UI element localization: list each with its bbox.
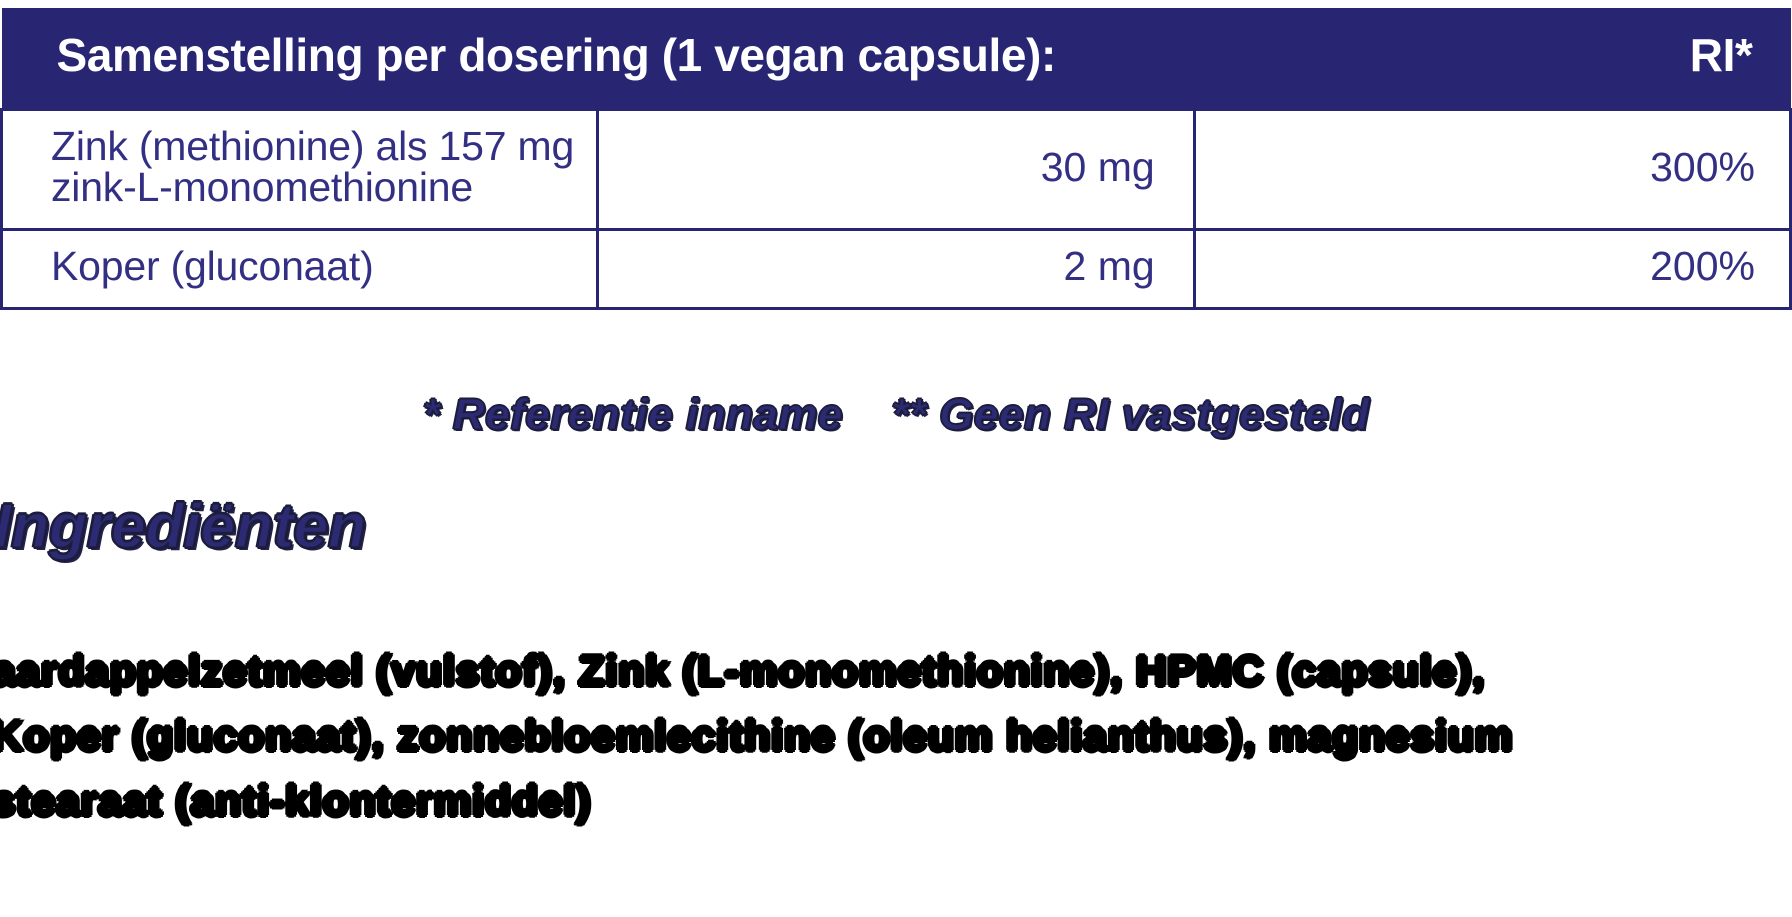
ri-header-label: RI* xyxy=(1194,8,1791,110)
ingredients-line: Koper (gluconaat), zonnebloemlecithine (… xyxy=(0,710,1514,760)
nutrient-ri: 200% xyxy=(1192,228,1792,310)
ingredients-heading: Ingrediënten xyxy=(0,492,367,561)
nutrient-amount: 2 mg xyxy=(596,228,1196,310)
nutrient-ri: 300% xyxy=(1192,108,1792,231)
ingredients-line: stearaat (anti-klontermiddel) xyxy=(0,776,592,826)
nutrition-table-head: Samenstelling per dosering (1 vegan caps… xyxy=(1,8,1791,110)
nutrient-name: Zink (methionine) als 157 mg zink-L-mono… xyxy=(0,108,600,231)
footnotes: * Referentie inname ** Geen RI vastgeste… xyxy=(0,390,1792,440)
composition-header-label: Samenstelling per dosering (1 vegan caps… xyxy=(1,8,1195,110)
ingredients-line: aardappelzetmeel (vulstof), Zink (L-mono… xyxy=(0,645,1486,695)
nutrient-name: Koper (gluconaat) xyxy=(0,228,600,310)
footnote-reference-intake: * Referentie inname xyxy=(422,390,843,440)
table-row: Koper (gluconaat) 2 mg 200% xyxy=(0,228,1792,310)
nutrition-table-header-row: Samenstelling per dosering (1 vegan caps… xyxy=(1,8,1791,110)
nutrition-table-body: Zink (methionine) als 157 mg zink-L-mono… xyxy=(0,108,1792,310)
table-row: Zink (methionine) als 157 mg zink-L-mono… xyxy=(0,108,1792,231)
nutrient-amount: 30 mg xyxy=(596,108,1196,231)
nutrition-table: Samenstelling per dosering (1 vegan caps… xyxy=(0,8,1792,310)
footnote-no-ri-established: ** Geen RI vastgesteld xyxy=(891,390,1370,440)
ingredients-body: aardappelzetmeel (vulstof), Zink (L-mono… xyxy=(0,638,1792,833)
